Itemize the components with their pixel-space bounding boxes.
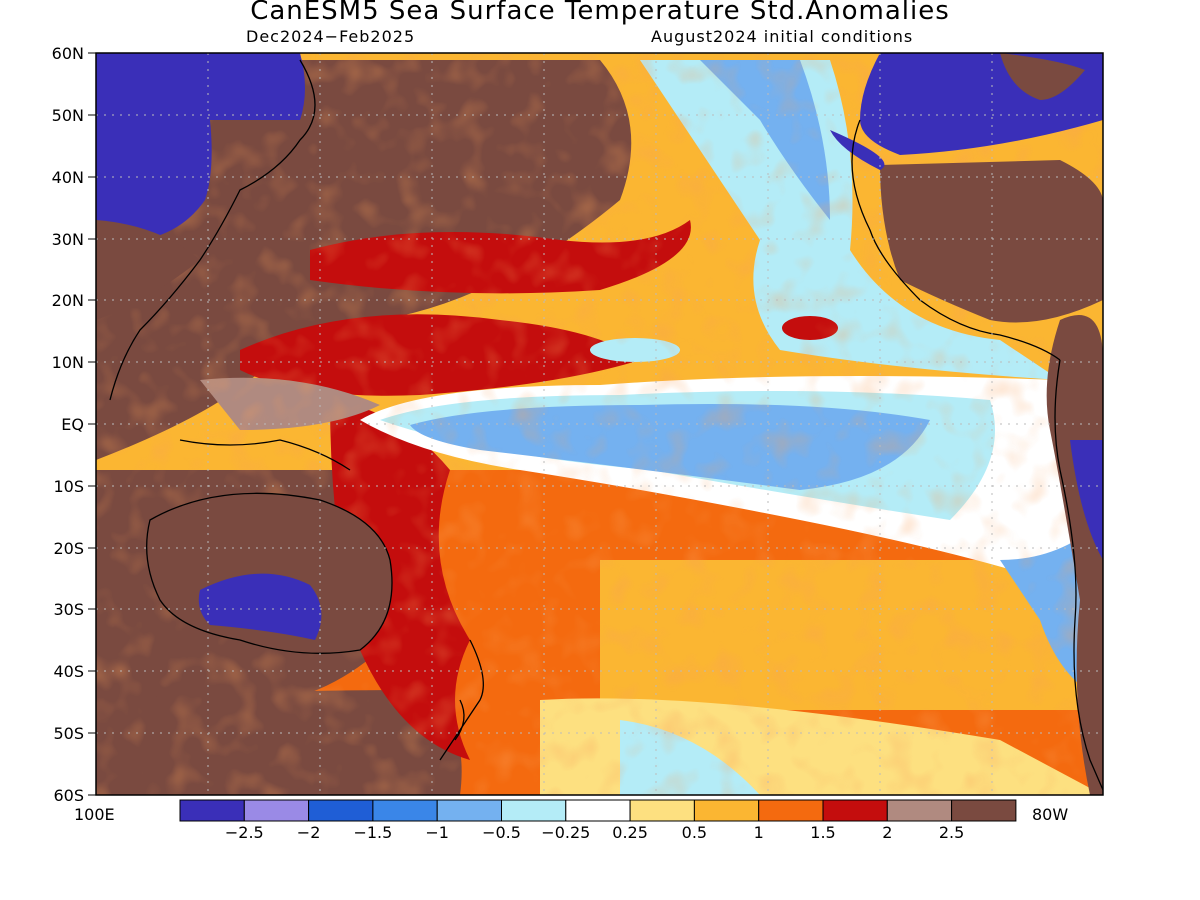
initial-conditions: August2024 initial conditions [651,27,914,46]
colorbar-label: −0.5 [482,823,521,842]
colorbar-swatch [886,799,953,822]
colorbar-label: 2 [882,823,893,842]
colorbar-swatch [758,799,824,822]
colorbar-label: −1.5 [353,823,393,842]
lat-label-10n: 10N [51,353,84,372]
coastlines [109,59,1103,791]
colorbar-swatch [308,799,374,822]
lat-label-50s: 50S [53,724,84,743]
lat-label-40s: 40S [53,662,84,681]
forecast-period: Dec2024−Feb2025 [246,27,416,46]
lon-label-west: 100E [74,805,115,824]
anomaly-field [96,53,1103,795]
colorbar-swatch [951,799,1017,822]
land-south-america [1046,315,1103,795]
lat-label-50n: 50N [51,106,84,125]
lat-ticks [88,52,96,796]
colorbar-swatch [565,799,631,822]
lat-label-20n: 20N [51,291,84,310]
colorbar-swatch [693,799,760,822]
lat-label-40n: 40N [51,168,84,187]
colorbar-label: 2.5 [938,823,965,842]
lat-label-30n: 30N [51,230,84,249]
colorbar-label: −0.25 [541,823,591,842]
colorbar-label: 0.25 [612,823,648,842]
colorbar-label: 1.5 [810,823,836,842]
lat-label-60s: 60S [53,786,84,805]
colorbar-label: 0.5 [681,823,708,842]
lat-label-20s: 20S [53,539,84,558]
colorbar-swatch [436,799,503,822]
colorbar-label: −2 [296,823,321,842]
lon-label-east: 80W [1032,805,1069,824]
lat-label-10s: 10S [53,477,84,496]
colorbar-swatch [822,799,888,822]
lat-label-eq: EQ [61,415,84,434]
map-title: CanESM5 Sea Surface Temperature Std.Anom… [250,0,950,26]
colorbar-swatch [372,799,438,822]
land-asia [96,53,305,120]
lat-label-30s: 30S [53,600,84,619]
lat-label-60n: 60N [51,44,84,63]
colorbar [179,799,1017,822]
colorbar-label: 1 [753,823,764,842]
colorbar-swatch [629,799,695,822]
colorbar-label: −1 [425,823,449,842]
colorbar-swatch [243,799,310,822]
colorbar-swatch [179,799,245,822]
colorbar-swatch [501,799,567,822]
colorbar-label: −2.5 [224,823,264,842]
